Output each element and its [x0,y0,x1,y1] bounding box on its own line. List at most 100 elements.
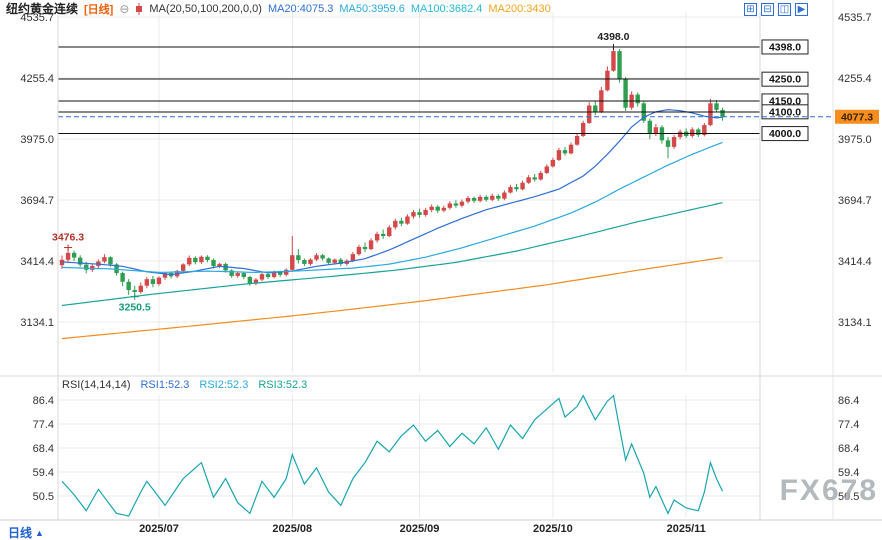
candle-body [259,274,265,280]
candle-body [696,129,701,135]
x-axis-label: 2025/10 [533,523,573,535]
candle-body [623,79,628,108]
candle-body [247,276,253,284]
candle-body [362,246,368,250]
rsi-tick-label-right: 59.4 [838,467,859,479]
candle-body [350,254,356,261]
candle-body [411,212,416,217]
price-tick-label-left: 3694.7 [20,195,54,207]
candle-body [702,125,707,135]
split-layout-icon[interactable]: ⊟ [761,3,774,16]
rsi-tick-label-left: 86.4 [33,395,54,407]
price-tick-label-right: 4535.7 [838,12,872,24]
candle-body [423,209,428,215]
ma-line-MA20 [61,108,723,276]
hline-label: 4100.0 [769,106,801,118]
candle-body [605,70,610,91]
ma100-value: MA100:3682.4 [410,2,483,15]
price-tick-label-left: 4255.4 [20,73,54,85]
candle-body [520,182,525,190]
x-axis-label: 2025/09 [400,523,440,535]
candle-body [405,216,410,224]
x-axis-label: 2025/08 [272,523,312,535]
candle-body [126,281,131,291]
grid-layout-icon[interactable]: ⊞ [744,3,757,16]
candle-body [229,270,234,276]
candle-body [544,166,549,173]
period-tab-daily[interactable]: 日线 ▲ [8,524,44,540]
candle-body [496,195,501,199]
hline-label-box [761,104,809,120]
candle-body [617,51,622,80]
candle-body [356,246,362,255]
candle-body [447,203,453,208]
candle-body [296,255,301,261]
hline-label: 4000.0 [769,128,801,140]
candle-body [417,212,422,215]
candle-body [199,256,204,263]
candle-body [477,196,483,201]
candle-body [277,271,283,275]
candle-body [162,273,168,278]
candle-body [235,273,240,276]
candle-body [205,256,210,261]
candle-body [144,279,150,286]
candle-body [308,259,313,264]
panel-layout-icon[interactable]: ◫ [778,3,791,16]
ma200-value: MA200:3430 [488,2,551,15]
rsi-header: RSI(14,14,14) RSI1:52.3 RSI2:52.3 RSI3:5… [62,379,307,391]
hline-label-box [761,71,809,87]
candle-body [271,271,277,277]
candle-body [677,131,683,138]
rsi-tick-label-right: 50.5 [838,491,859,503]
period-tab-label: 日线 [8,526,33,540]
rsi-tick-label-left: 77.4 [33,419,54,431]
candle-body [181,264,186,271]
price-tick-label-right: 3694.7 [838,195,872,207]
candle-body [538,172,543,180]
candle-body [320,255,325,259]
kline-style-icon [135,2,143,15]
candle-body [211,260,216,267]
candle-body [150,279,156,284]
ma-line-MA200 [61,257,723,340]
candle-body [671,137,677,147]
rsi-line [61,394,724,517]
candle-body [465,197,471,202]
rsi-tick-label-right: 68.4 [838,443,859,455]
candle-body [562,150,568,154]
candle-body [490,195,495,200]
candle-body [71,252,77,258]
candle-body [102,257,107,262]
candle-body [435,206,440,211]
candle-body [77,257,83,265]
collapse-panel-icon[interactable]: ▶ [795,3,808,16]
candle-body [647,120,653,134]
zoom-out-icon[interactable]: ⊖ [119,1,130,16]
candle-body [387,227,392,237]
x-axis-label: 2025/07 [139,523,179,535]
candle-body [665,140,671,147]
chart-header: 纽约黄金连续 [日线] ⊖ MA(20,50,100,200,0,0) MA20… [6,1,551,17]
annotation-label: 3250.5 [119,302,151,314]
period-tag: [日线] [84,3,114,16]
candle-body [374,233,380,241]
hline-label: 4398.0 [769,41,801,53]
candle-body [568,144,574,154]
candle-body [314,255,319,260]
candle-body [368,240,374,250]
price-tick-label-right: 4255.4 [838,73,872,85]
rsi-tick-label-left: 68.4 [33,443,54,455]
candle-body [508,187,513,193]
candle-body [193,257,198,263]
ma-settings-label: MA(20,50,100,200,0,0) [149,2,262,15]
hline-label-box [761,39,809,55]
candle-body [326,258,331,263]
candle-body [156,277,162,284]
candle-body [593,105,598,113]
symbol-title: 纽约黄金连续 [6,2,79,16]
price-tick-label-right: 3134.1 [838,317,872,329]
candle-body [471,197,477,201]
